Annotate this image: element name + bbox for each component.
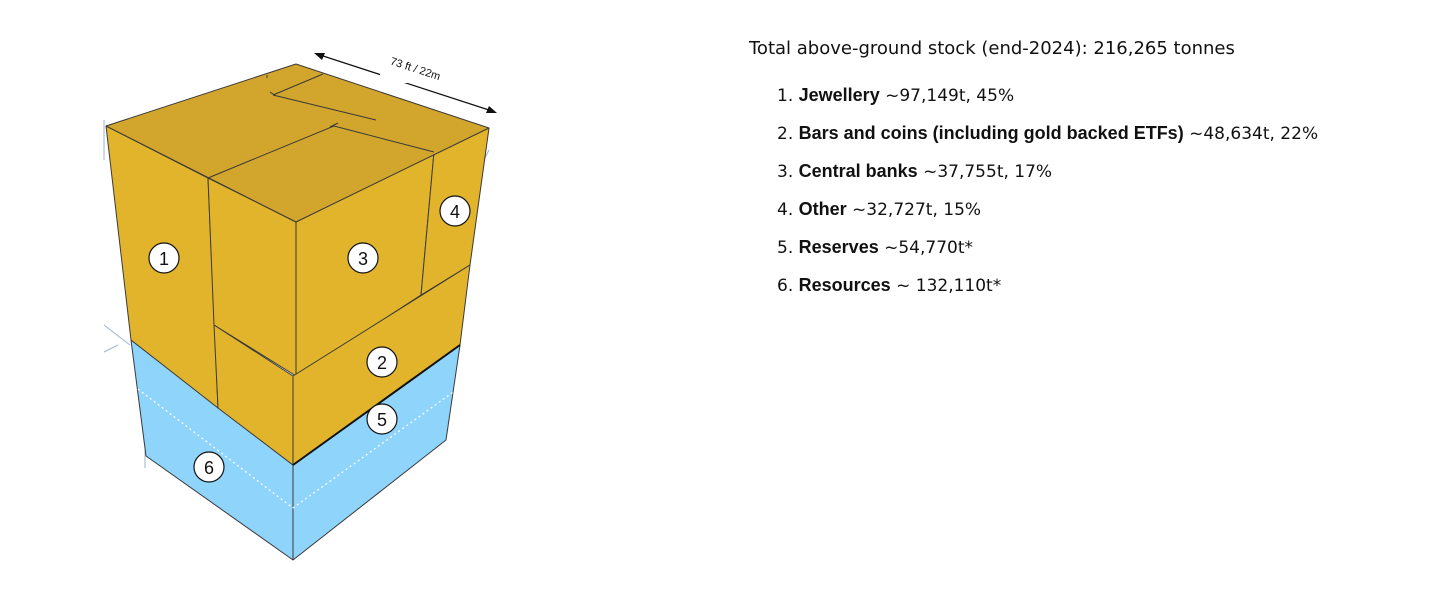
legend-item-name: Jewellery xyxy=(798,85,880,105)
legend-item-name: Bars and coins (including gold backed ET… xyxy=(798,123,1184,143)
stock-legend: Total above-ground stock (end-2024): 216… xyxy=(749,37,1409,311)
top-split-line-a xyxy=(207,125,435,179)
legend-item-name: Resources xyxy=(798,275,891,295)
legend-item-number: 1. xyxy=(777,86,794,106)
legend-item-number: 4. xyxy=(777,200,794,220)
gold-top-face xyxy=(105,63,490,223)
legend-item-name: Other xyxy=(798,199,847,219)
callout-number: 6 xyxy=(204,458,214,478)
callout-bars-and-coins: 2 xyxy=(366,346,398,378)
gold-stock-cube-figure: 73 ft / 22m 1 2 3 4 5 6 xyxy=(103,53,497,561)
block-callouts: 1 2 3 4 5 6 xyxy=(148,195,471,483)
callout-number: 4 xyxy=(450,202,460,222)
legend-item-number: 2. xyxy=(777,124,794,144)
reserves-boundary-right xyxy=(292,389,457,509)
legend-item-detail: ~97,149t, 45% xyxy=(879,86,1015,106)
callout-resources: 6 xyxy=(193,451,225,483)
legend-item-name: Reserves xyxy=(798,237,879,257)
legend-item-number: 5. xyxy=(777,238,794,258)
top-split-line-c xyxy=(272,94,377,121)
dimension-arrow-end xyxy=(486,106,497,113)
legend-item-resources: 6. Resources ~ 132,110t* xyxy=(777,273,1409,298)
legend-item-central-banks: 3. Central banks ~37,755t, 17% xyxy=(777,159,1409,184)
legend-title: Total above-ground stock (end-2024): 216… xyxy=(749,38,1235,59)
construction-guides xyxy=(103,120,490,468)
callout-number: 3 xyxy=(358,249,368,269)
legend-item-reserves: 5. Reserves ~54,770t* xyxy=(777,235,1409,260)
callout-jewellery: 1 xyxy=(148,242,180,274)
legend-item-detail: ~32,727t, 15% xyxy=(846,200,982,220)
dimension-arrow-start xyxy=(314,53,325,60)
callout-number: 1 xyxy=(159,249,169,269)
callout-number: 2 xyxy=(377,353,387,373)
callout-number: 5 xyxy=(377,410,387,430)
reserves-boundary-left xyxy=(133,385,294,509)
legend-item-jewellery: 1. Jewellery ~97,149t, 45% xyxy=(777,83,1409,108)
legend-item-detail: ~48,634t, 22% xyxy=(1183,124,1319,144)
legend-list: 1. Jewellery ~97,149t, 45% 2. Bars and c… xyxy=(749,83,1409,298)
legend-item-number: 6. xyxy=(777,276,794,296)
legend-item-other: 4. Other ~32,727t, 15% xyxy=(777,197,1409,222)
legend-item-detail: ~37,755t, 17% xyxy=(917,162,1053,182)
legend-item-detail: ~54,770t* xyxy=(878,238,974,258)
legend-item-bars-and-coins: 2. Bars and coins (including gold backed… xyxy=(777,121,1409,146)
legend-item-detail: ~ 132,110t* xyxy=(890,276,1002,296)
legend-item-name: Central banks xyxy=(798,161,918,181)
callout-central-banks: 3 xyxy=(347,242,379,274)
legend-item-number: 3. xyxy=(777,162,794,182)
top-split-line-b xyxy=(272,73,324,96)
callout-other: 4 xyxy=(439,195,471,227)
callout-reserves: 5 xyxy=(366,403,398,435)
